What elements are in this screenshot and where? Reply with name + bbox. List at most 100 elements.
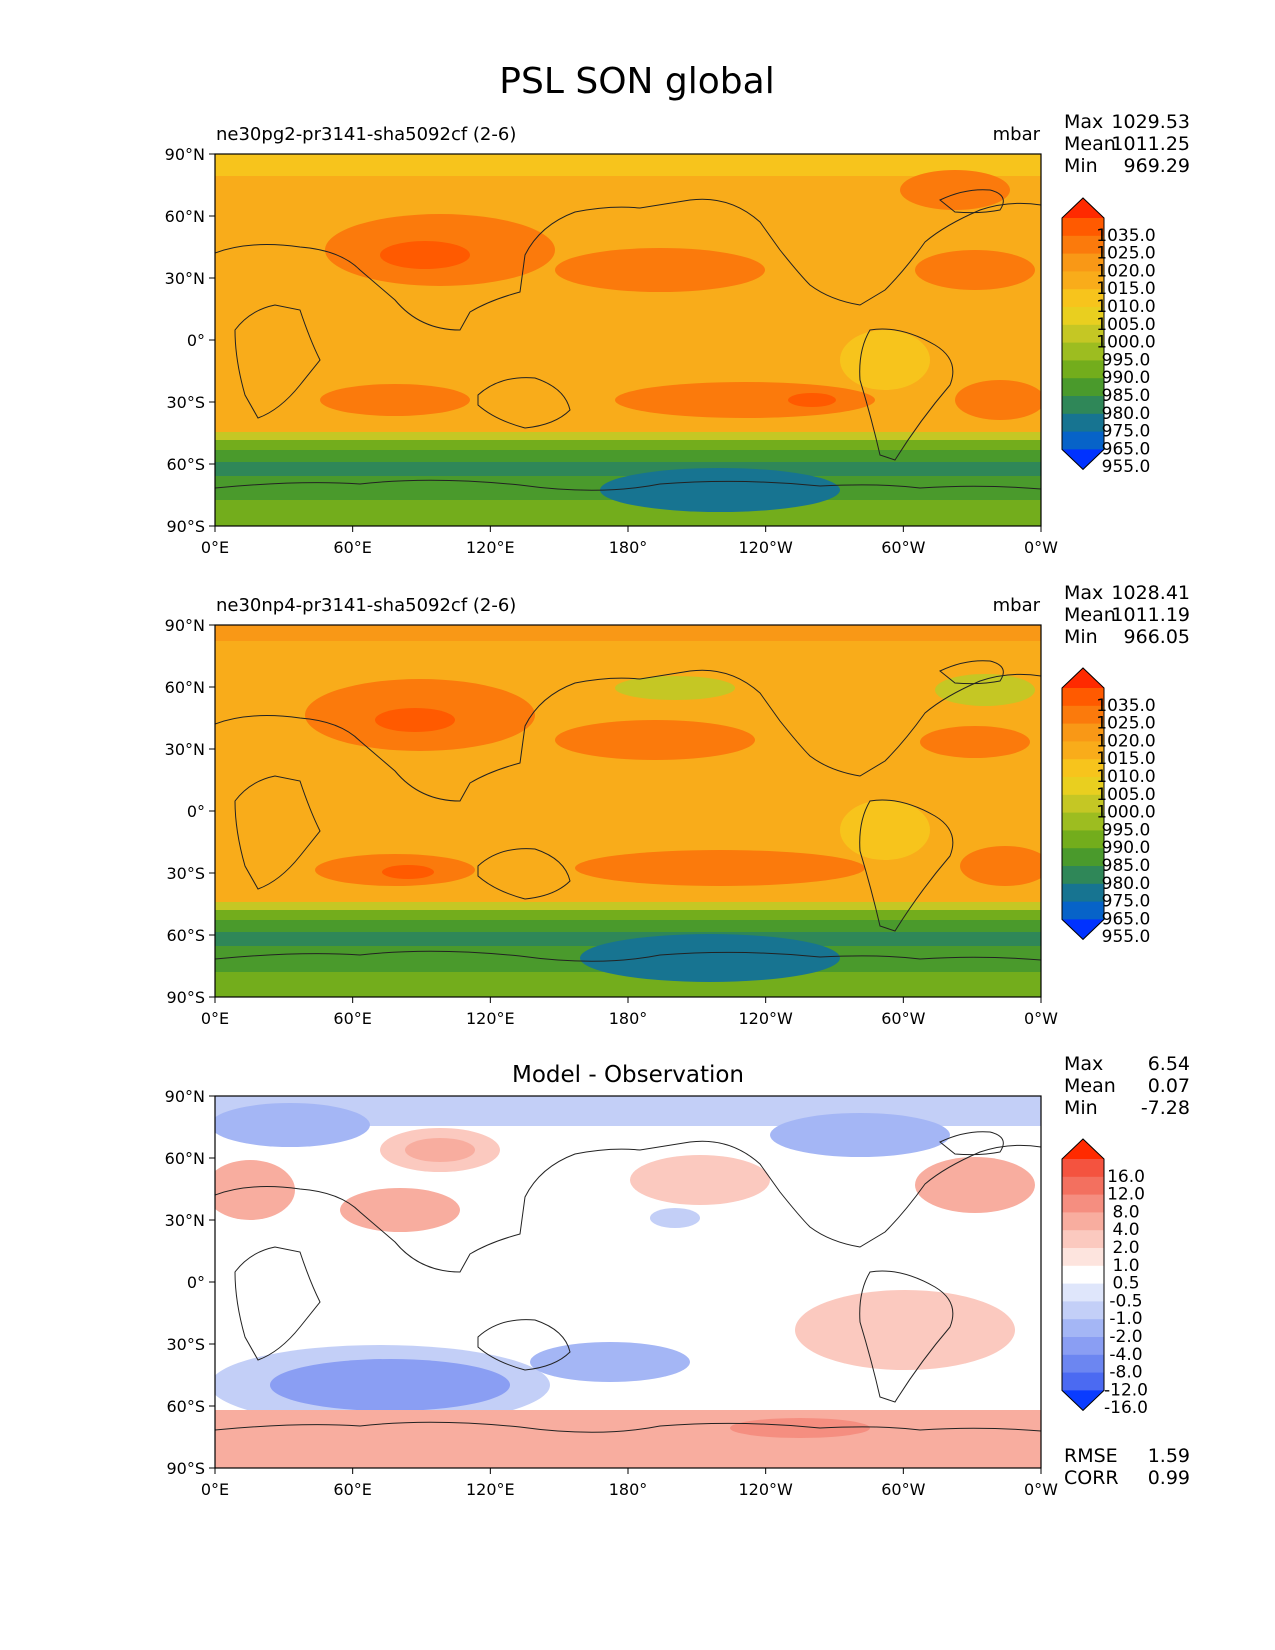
stat-value: 1028.41 — [1111, 582, 1190, 604]
colorbar-label: 16.0 — [1107, 1167, 1145, 1187]
colorbar-segment — [1062, 431, 1104, 450]
stat-label: Mean — [1064, 604, 1116, 626]
high-pressure-core — [788, 393, 836, 407]
rmse-corr-block: RMSE 1.59 CORR 0.99 — [1064, 1445, 1190, 1489]
storm-track-band — [215, 450, 1041, 462]
map-field — [215, 1096, 1041, 1468]
low-pressure-cell — [615, 676, 735, 700]
colorbar-segment — [1062, 396, 1104, 415]
colorbar-label: 1025.0 — [1096, 714, 1155, 734]
x-axis: 0°E 60°E 120°E 180° 120°W 60°W 0°W — [201, 526, 1058, 557]
colorbar-extend-max — [1062, 668, 1104, 688]
colorbar-segment — [1062, 253, 1104, 272]
units-label: mbar — [993, 124, 1041, 145]
colorbar-label: 1015.0 — [1096, 279, 1155, 299]
colorbar-label: -8.0 — [1109, 1363, 1142, 1383]
y-axis: 90°N 60°N 30°N 0° 30°S 60°S 90°S — [165, 145, 215, 536]
y-tick-label: 90°S — [166, 1459, 205, 1478]
colorbar: 16.012.08.04.02.01.00.5-0.5-1.0-2.0-4.0-… — [1061, 1138, 1148, 1418]
y-tick-label: 60°S — [166, 1397, 205, 1416]
colorbar-label: 8.0 — [1112, 1202, 1139, 1222]
storm-track-band — [215, 440, 1041, 450]
stat-value: -7.28 — [1141, 1097, 1190, 1119]
arctic-band — [215, 625, 1041, 641]
y-tick-label: 30°S — [166, 1335, 205, 1354]
negative-anomaly — [215, 1103, 370, 1147]
colorbar-label: 1010.0 — [1096, 297, 1155, 317]
high-pressure-cell — [955, 380, 1041, 420]
colorbar-segment — [1062, 1248, 1104, 1267]
x-tick-label: 60°E — [333, 538, 371, 557]
colorbar-segment — [1062, 1159, 1104, 1178]
colorbar-segment — [1062, 1354, 1104, 1374]
high-pressure-cell — [615, 382, 875, 418]
x-tick-label: 0°E — [201, 538, 229, 557]
colorbar-label: -0.5 — [1109, 1291, 1142, 1311]
colorbar-label: -1.0 — [1109, 1309, 1142, 1329]
colorbar-label: -2.0 — [1109, 1327, 1142, 1347]
map-field — [215, 625, 1041, 997]
colorbar-segment — [1062, 723, 1104, 742]
colorbar-segment — [1062, 378, 1104, 397]
positive-anomaly — [795, 1290, 1015, 1370]
colorbar-segment — [1062, 866, 1104, 885]
colorbar-label: -16.0 — [1104, 1398, 1148, 1418]
low-pressure-cell — [580, 934, 840, 982]
x-tick-label: 120°E — [466, 1480, 515, 1499]
antarctic-plateau — [215, 500, 1041, 526]
colorbar-label: 965.0 — [1102, 439, 1151, 459]
high-pressure-core — [380, 241, 470, 269]
coastlines — [215, 660, 1041, 962]
colorbar-label: 990.0 — [1102, 368, 1151, 388]
stat-label: Min — [1064, 626, 1098, 648]
colorbar-segment — [1062, 1337, 1104, 1356]
high-pressure-cell — [555, 720, 755, 760]
colorbar-segment — [1062, 741, 1104, 760]
high-pressure-cell — [575, 850, 865, 886]
stat-value: 966.05 — [1124, 626, 1190, 648]
colorbar-segment — [1062, 830, 1104, 849]
colorbar-segment — [1062, 1372, 1104, 1391]
colorbar-label: 1020.0 — [1096, 731, 1155, 751]
y-tick-label: 30°S — [166, 864, 205, 883]
stats-block: Max 6.54 Mean 0.07 Min -7.28 — [1064, 1053, 1190, 1119]
high-pressure-cell — [555, 248, 765, 292]
colorbar-segment — [1062, 271, 1104, 290]
colorbar-label: 1000.0 — [1096, 333, 1155, 353]
colorbar-segment — [1062, 848, 1104, 867]
storm-track-band — [215, 910, 1041, 920]
colorbar-label: 975.0 — [1102, 892, 1151, 912]
stat-value: 1011.19 — [1111, 604, 1190, 626]
colorbar-label: 2.0 — [1112, 1238, 1139, 1258]
colorbar-segment — [1062, 413, 1104, 433]
stat-value: 969.29 — [1124, 155, 1190, 177]
x-tick-label: 60°W — [881, 1009, 925, 1028]
y-tick-label: 60°N — [165, 207, 205, 226]
y-tick-label: 30°S — [166, 393, 205, 412]
high-pressure-cell — [900, 170, 1010, 210]
high-pressure-cell — [960, 846, 1041, 886]
y-tick-label: 90°N — [165, 145, 205, 164]
y-axis: 90°N 60°N 30°N 0° 30°S 60°S 90°S — [165, 616, 215, 1007]
negative-anomaly — [530, 1342, 690, 1382]
colorbar-segment — [1062, 812, 1104, 831]
low-pressure-cell — [840, 800, 930, 860]
colorbar-label: 1000.0 — [1096, 803, 1155, 823]
stat-value: 6.54 — [1148, 1053, 1190, 1075]
positive-anomaly — [915, 1157, 1035, 1213]
colorbar-segment — [1062, 360, 1104, 379]
y-tick-label: 30°N — [165, 1211, 205, 1230]
x-tick-label: 120°E — [466, 1009, 515, 1028]
y-tick-label: 60°S — [166, 926, 205, 945]
x-tick-label: 60°W — [881, 538, 925, 557]
colorbar-segment — [1062, 289, 1104, 308]
footer-stat-value: 1.59 — [1148, 1445, 1190, 1467]
colorbar-label: 4.0 — [1112, 1220, 1139, 1240]
high-pressure-core — [382, 865, 434, 879]
y-tick-label: 60°N — [165, 1149, 205, 1168]
colorbar-segment — [1062, 324, 1104, 344]
y-tick-label: 30°N — [165, 740, 205, 759]
